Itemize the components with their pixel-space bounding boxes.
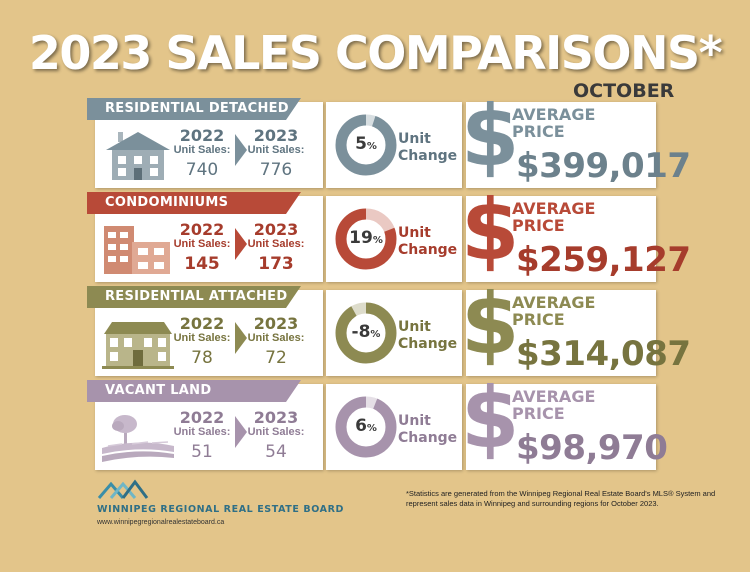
year-2023-label: 2023 — [253, 126, 299, 145]
dollar-icon: $ — [461, 275, 520, 373]
year-2022-label: 2022 — [179, 126, 225, 145]
change-donut — [335, 207, 397, 270]
donut-change-segment — [366, 113, 376, 128]
condo-building-icon — [104, 226, 170, 274]
townhouse-icon — [102, 322, 174, 369]
unit-sales-label-2023: Unit Sales: — [247, 426, 305, 438]
board-logo-icon — [97, 479, 149, 499]
donut-change-segment — [350, 301, 366, 318]
average-price-value: $259,127 — [516, 240, 691, 280]
average-price-label: AVERAGE PRICE — [512, 105, 596, 141]
category-row-condominiums: CONDOMINIUMS 2022 Unit Sales: 145 2023 U… — [0, 181, 750, 284]
unit-sales-2023: 776 — [259, 160, 293, 180]
average-price-label: AVERAGE PRICE — [512, 199, 596, 235]
statistics-footnote: *Statistics are generated from the Winni… — [406, 489, 716, 508]
unit-sales-2023: 72 — [265, 348, 287, 368]
average-price-value: $98,970 — [516, 428, 668, 468]
unit-sales-2022: 51 — [191, 442, 213, 462]
change-donut — [335, 395, 397, 458]
category-ribbon: VACANT LAND — [87, 380, 301, 402]
average-price-label: AVERAGE PRICE — [512, 387, 596, 423]
unit-change-label: Unit Change — [398, 131, 458, 164]
average-price-panel — [466, 102, 656, 188]
year-2023-label: 2023 — [253, 408, 299, 427]
unit-sales-label-2023: Unit Sales: — [247, 332, 305, 344]
change-donut — [335, 301, 397, 364]
percent-change: -8% — [351, 322, 381, 342]
unit-sales-label-2022: Unit Sales: — [173, 144, 231, 156]
category-ribbon: RESIDENTIAL ATTACHED — [87, 286, 301, 308]
website-url: www.winnipegregionalrealestateboard.ca — [97, 519, 225, 526]
dollar-icon: $ — [461, 181, 520, 279]
unit-change-label: Unit Change — [398, 225, 458, 258]
year-2022-label: 2022 — [179, 408, 225, 427]
land-tree-icon — [102, 415, 174, 462]
unit-sales-2023: 54 — [265, 442, 287, 462]
donut-change-segment — [366, 207, 396, 233]
unit-change-label: Unit Change — [398, 319, 458, 352]
unit-sales-label-2022: Unit Sales: — [173, 238, 231, 250]
average-price-value: $314,087 — [516, 334, 691, 374]
category-ribbon: RESIDENTIAL DETACHED — [87, 98, 301, 120]
house-icon — [106, 132, 170, 180]
dollar-icon: $ — [461, 87, 520, 185]
change-donut — [335, 113, 397, 176]
unit-sales-2022: 740 — [185, 160, 219, 180]
unit-change-label: Unit Change — [398, 413, 458, 446]
average-price-label: AVERAGE PRICE — [512, 293, 596, 329]
percent-change: 19% — [349, 228, 383, 248]
year-2023-label: 2023 — [253, 314, 299, 333]
category-row-residential-detached: RESIDENTIAL DETACHED 2022 Unit Sales: 74… — [0, 87, 750, 190]
organization-name: WINNIPEG REGIONAL REAL ESTATE BOARD — [97, 504, 344, 515]
unit-sales-label-2023: Unit Sales: — [247, 238, 305, 250]
category-row-vacant-land: VACANT LAND 2022 Unit Sales: 51 2023 Uni… — [0, 369, 750, 472]
year-2022-label: 2022 — [179, 220, 225, 239]
average-price-panel — [466, 384, 656, 470]
average-price-panel — [466, 290, 656, 376]
average-price-panel — [466, 196, 656, 282]
unit-sales-2022: 78 — [191, 348, 213, 368]
page-title: 2023 SALES COMPARISONS* — [28, 26, 723, 80]
category-row-residential-attached: RESIDENTIAL ATTACHED 2022 Unit Sales: 78… — [0, 275, 750, 378]
unit-sales-2022: 145 — [184, 254, 220, 274]
unit-sales-label-2022: Unit Sales: — [173, 332, 231, 344]
dollar-icon: $ — [461, 369, 520, 467]
year-2023-label: 2023 — [253, 220, 299, 239]
month-label: OCTOBER — [573, 80, 675, 102]
percent-change: 6% — [355, 416, 377, 436]
unit-sales-label-2022: Unit Sales: — [173, 426, 231, 438]
category-ribbon: CONDOMINIUMS — [87, 192, 301, 214]
donut-change-segment — [366, 395, 378, 411]
unit-sales-2023: 173 — [258, 254, 294, 274]
average-price-value: $399,017 — [516, 146, 691, 186]
percent-change: 5% — [355, 134, 377, 154]
year-2022-label: 2022 — [179, 314, 225, 333]
unit-sales-label-2023: Unit Sales: — [247, 144, 305, 156]
